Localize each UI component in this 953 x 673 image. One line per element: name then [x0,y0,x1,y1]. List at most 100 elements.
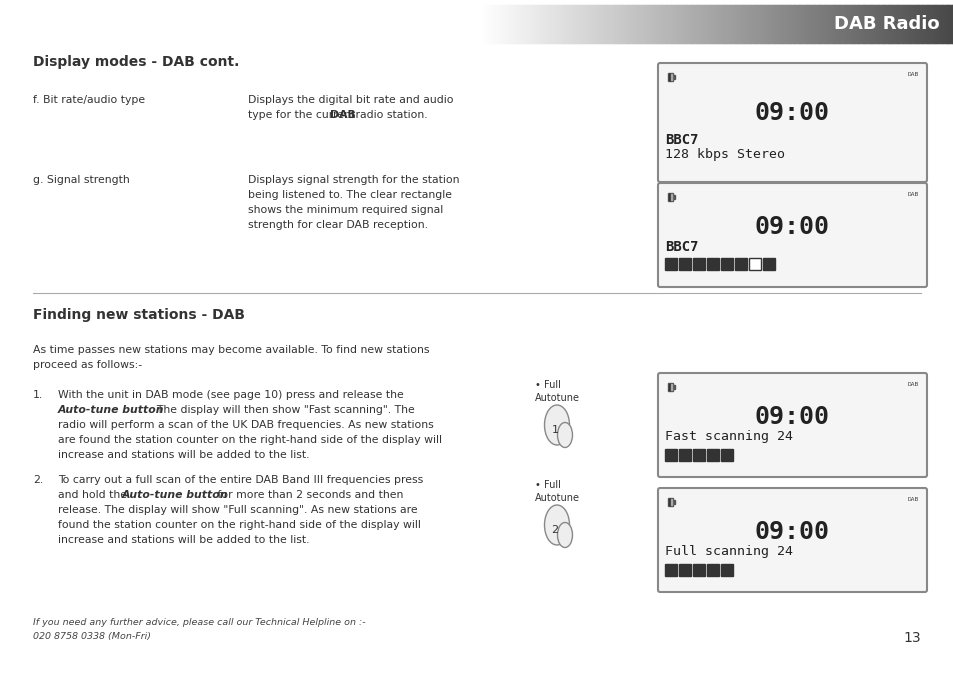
Bar [821,5,823,43]
Bar [923,5,925,43]
Text: Finding new stations - DAB: Finding new stations - DAB [33,308,245,322]
Bar [942,5,944,43]
Bar [816,5,819,43]
Text: being listened to. The clear rectangle: being listened to. The clear rectangle [248,190,452,200]
Text: release. The display will show "Full scanning". As new stations are: release. The display will show "Full sca… [58,505,417,515]
Bar [583,5,587,43]
Bar [856,5,860,43]
Bar [482,5,485,43]
Bar [723,5,727,43]
Text: Auto-tune button: Auto-tune button [58,405,164,415]
Text: shows the minimum required signal: shows the minimum required signal [248,205,443,215]
Bar [827,5,831,43]
Bar [498,5,502,43]
Text: proceed as follows:-: proceed as follows:- [33,360,142,370]
Text: and hold the: and hold the [58,490,131,500]
Bar [510,5,514,43]
Text: 020 8758 0338 (Mon-Fri): 020 8758 0338 (Mon-Fri) [33,632,151,641]
Bar [674,5,677,43]
Bar [781,5,783,43]
Bar [643,5,646,43]
Bar [901,5,904,43]
Bar [795,5,798,43]
Text: 09:00: 09:00 [754,102,829,125]
Bar [679,564,690,576]
Bar [929,5,933,43]
Bar [679,5,681,43]
Bar [717,5,720,43]
Bar [738,5,740,43]
Bar [494,5,497,43]
Bar [792,5,796,43]
Bar [517,5,520,43]
Text: increase and stations will be added to the list.: increase and stations will be added to t… [58,535,309,545]
Bar [617,5,620,43]
Bar [636,5,639,43]
Bar [695,5,699,43]
Bar [581,5,585,43]
Bar [704,5,708,43]
Text: Auto-tune button: Auto-tune button [122,490,229,500]
Bar [748,258,760,270]
Bar [808,5,812,43]
Bar [508,5,511,43]
Bar [841,5,845,43]
Bar [634,5,637,43]
FancyBboxPatch shape [658,63,926,182]
Bar [664,258,677,270]
Text: radio will perform a scan of the UK DAB frequencies. As new stations: radio will perform a scan of the UK DAB … [58,420,434,430]
Bar [733,5,736,43]
Bar [688,5,691,43]
Bar [586,5,589,43]
Bar [562,5,566,43]
Bar [875,5,879,43]
Bar [854,5,857,43]
Text: 09:00: 09:00 [754,520,829,544]
Bar [607,5,611,43]
Bar [640,5,644,43]
Text: DAB Radio: DAB Radio [834,15,939,33]
Ellipse shape [557,522,572,548]
Bar [487,5,490,43]
Text: found the station counter on the right-hand side of the display will: found the station counter on the right-h… [58,520,420,530]
Bar [757,5,760,43]
Bar [937,5,940,43]
Bar [787,5,791,43]
Bar [846,5,850,43]
Text: DAB: DAB [907,497,918,502]
Bar [706,564,719,576]
Bar [600,5,603,43]
Bar [666,5,670,43]
Bar [889,5,892,43]
Text: 13: 13 [902,631,920,645]
Text: increase and stations will be added to the list.: increase and stations will be added to t… [58,450,309,460]
Bar [766,5,769,43]
Bar [700,5,703,43]
Bar [790,5,793,43]
Bar [497,5,499,43]
Bar [707,5,710,43]
Text: g. Signal strength: g. Signal strength [33,175,130,185]
Bar [598,5,601,43]
Bar [868,5,871,43]
Bar [667,498,672,506]
Bar [742,5,745,43]
Bar [910,5,914,43]
Bar [692,564,704,576]
Bar [943,5,947,43]
Bar [664,449,677,461]
Bar [702,5,705,43]
Bar [501,5,504,43]
Bar [672,75,675,79]
Text: 09:00: 09:00 [754,215,829,239]
Bar [837,5,841,43]
Text: Display modes - DAB cont.: Display modes - DAB cont. [33,55,239,69]
Bar [800,5,802,43]
Bar [719,5,722,43]
Text: 09:00: 09:00 [754,405,829,429]
Text: Autotune: Autotune [535,493,579,503]
Bar [645,5,649,43]
Bar [822,5,826,43]
Ellipse shape [557,423,572,448]
Text: f. Bit rate/audio type: f. Bit rate/audio type [33,95,145,105]
